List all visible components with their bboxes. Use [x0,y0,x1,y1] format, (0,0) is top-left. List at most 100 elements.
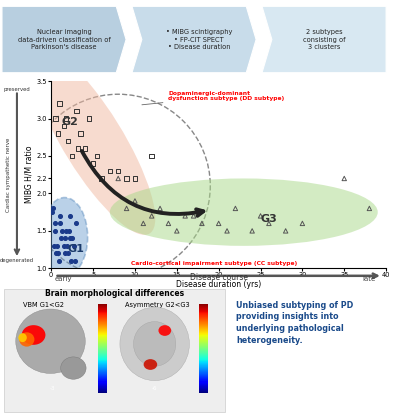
Point [182,213,188,219]
Text: Dopaminergic-dominant
dysfunction subtype (DD subtype): Dopaminergic-dominant dysfunction subtyp… [142,91,285,105]
FancyBboxPatch shape [4,289,225,412]
Text: 2 subtypes
consisting of
3 clusters: 2 subtypes consisting of 3 clusters [303,29,345,50]
Point [165,220,172,227]
Point [341,175,348,182]
Ellipse shape [144,359,157,370]
Point [68,258,74,264]
Polygon shape [262,6,386,73]
Point [59,228,65,234]
Ellipse shape [134,322,176,366]
Text: Disease course: Disease course [190,273,248,282]
Point [149,153,155,159]
Point [257,213,264,219]
Point [86,115,92,122]
Text: Asymmetry G2<G3: Asymmetry G2<G3 [125,302,190,308]
Point [53,250,59,257]
Text: • MIBG scintigraphy
• FP-CIT SPECT
• Disease duration: • MIBG scintigraphy • FP-CIT SPECT • Dis… [166,29,232,50]
Text: late: late [363,277,376,282]
Point [63,228,69,234]
Point [61,123,67,129]
Point [107,168,113,174]
Point [50,205,56,212]
Point [71,258,78,264]
Text: Cardio-cortical impairment subtype (CC subtype): Cardio-cortical impairment subtype (CC s… [131,261,297,266]
Point [69,235,75,242]
Text: preserved: preserved [4,87,30,92]
Text: -3: -3 [50,386,55,391]
Point [90,160,96,167]
Point [82,145,88,152]
Point [94,153,100,159]
Point [62,250,69,257]
Point [216,220,222,227]
Point [77,130,84,137]
Point [56,258,62,264]
Text: Cardiac sympathetic nerve: Cardiac sympathetic nerve [6,138,11,212]
Ellipse shape [16,309,85,374]
Point [132,175,138,182]
Point [266,220,272,227]
Point [123,175,130,182]
Point [65,250,71,257]
Point [190,213,197,219]
Text: G3: G3 [260,214,277,224]
Text: Unbiased subtyping of PD
providing insights into
underlying pathological
heterog: Unbiased subtyping of PD providing insig… [236,301,354,345]
Point [174,228,180,234]
Ellipse shape [120,307,190,381]
Point [132,198,138,204]
Point [66,228,72,234]
Text: VBM G1<G2: VBM G1<G2 [23,302,64,308]
Text: G2: G2 [61,116,78,126]
Point [52,228,59,234]
Point [71,243,77,249]
Ellipse shape [61,357,86,379]
Point [282,228,289,234]
Text: G1: G1 [68,244,85,254]
Point [299,220,305,227]
Point [73,108,80,114]
Point [51,220,58,227]
Ellipse shape [19,332,34,347]
Point [249,228,255,234]
Polygon shape [2,6,126,73]
Point [157,205,163,212]
Point [98,175,104,182]
Point [67,213,73,219]
Text: -6: -6 [152,386,157,391]
Point [123,205,130,212]
Text: early: early [54,277,72,282]
Point [56,100,63,107]
Point [55,250,61,257]
Point [50,243,57,249]
X-axis label: Disease duration (yrs): Disease duration (yrs) [176,280,261,289]
Ellipse shape [18,333,27,342]
Point [73,220,80,227]
Ellipse shape [42,198,87,276]
Point [67,235,74,242]
Text: degenerated: degenerated [0,258,34,263]
Point [61,235,68,242]
Point [65,138,71,144]
Polygon shape [132,6,256,73]
Point [232,205,239,212]
Point [115,175,121,182]
Point [149,213,155,219]
Point [49,209,55,215]
Point [52,115,59,122]
Point [63,115,69,122]
Point [58,235,64,242]
Point [56,220,63,227]
Point [75,145,81,152]
Point [140,220,147,227]
Point [366,205,372,212]
Point [199,220,205,227]
Point [57,213,63,219]
Ellipse shape [31,47,155,235]
Point [69,153,75,159]
Ellipse shape [158,325,171,336]
Text: Nuclear imaging
data-driven classification of
Parkinson's disease: Nuclear imaging data-driven classificati… [18,29,110,50]
Point [64,243,70,249]
Point [224,228,230,234]
Point [61,243,67,249]
Text: Brain morphological differences: Brain morphological differences [45,289,184,298]
